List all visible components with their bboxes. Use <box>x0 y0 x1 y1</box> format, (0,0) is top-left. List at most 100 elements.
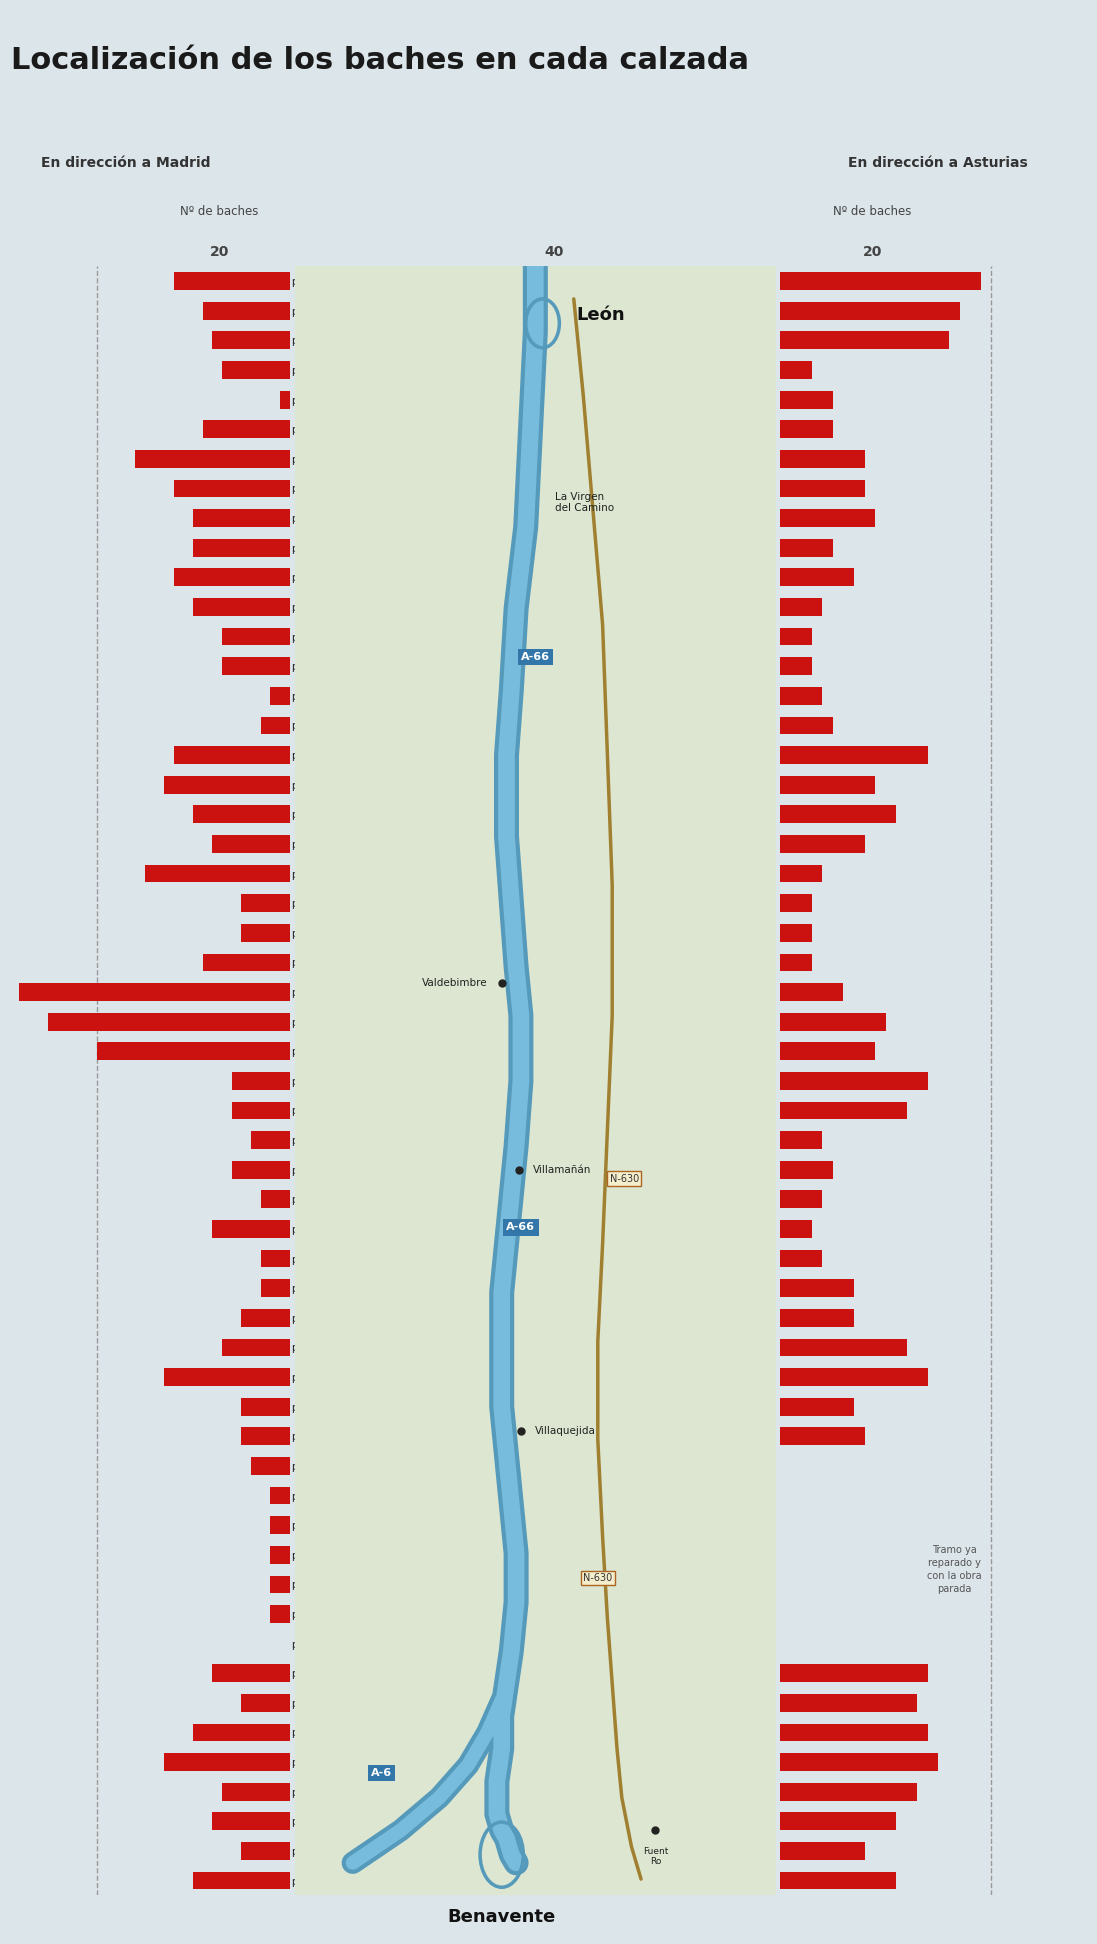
Bar <box>173 480 290 498</box>
Bar <box>241 1427 290 1444</box>
Bar <box>251 1131 290 1149</box>
Bar <box>780 1161 833 1178</box>
Bar <box>165 1753 290 1771</box>
Text: En dirección a Madrid: En dirección a Madrid <box>42 156 211 171</box>
Bar <box>780 628 812 645</box>
Bar <box>780 1013 885 1030</box>
Bar <box>780 1427 864 1444</box>
Text: 40: 40 <box>544 245 564 259</box>
Bar <box>193 1724 290 1742</box>
Bar <box>135 449 290 469</box>
Text: Fuent
Ro: Fuent Ro <box>643 1847 668 1866</box>
Bar <box>241 894 290 912</box>
Bar <box>780 1812 896 1829</box>
Bar <box>780 272 981 290</box>
Text: La Virgen
del Camino: La Virgen del Camino <box>555 492 613 513</box>
Bar <box>780 1042 875 1059</box>
Bar <box>261 1279 290 1297</box>
Bar <box>780 1693 917 1713</box>
Text: A-6: A-6 <box>371 1769 392 1779</box>
Bar <box>20 984 290 1001</box>
Bar <box>270 686 290 704</box>
Bar <box>780 776 875 793</box>
Bar <box>780 1308 853 1326</box>
Bar <box>780 480 864 498</box>
Bar <box>193 805 290 822</box>
Bar <box>780 1279 853 1297</box>
Text: Valdebimbre: Valdebimbre <box>421 978 487 988</box>
Bar <box>780 538 833 556</box>
Bar <box>780 391 833 408</box>
Bar <box>231 1102 290 1120</box>
Text: 20: 20 <box>862 245 882 259</box>
Bar <box>222 657 290 675</box>
Bar <box>780 746 928 764</box>
Bar <box>780 1664 928 1682</box>
Bar <box>780 1724 928 1742</box>
Bar <box>780 953 812 972</box>
Bar <box>241 1843 290 1860</box>
Bar <box>280 391 290 408</box>
Bar <box>780 865 823 883</box>
Bar <box>780 420 833 437</box>
Bar <box>251 1458 290 1475</box>
Bar <box>261 1250 290 1267</box>
Bar <box>780 332 949 350</box>
Bar <box>780 984 844 1001</box>
Bar <box>780 1753 939 1771</box>
Bar <box>145 865 290 883</box>
Text: 20: 20 <box>210 245 229 259</box>
Bar <box>780 1190 823 1209</box>
Text: León: León <box>576 307 625 325</box>
Bar <box>241 1693 290 1713</box>
Text: Tramo ya
reparado y
con la obra
parada: Tramo ya reparado y con la obra parada <box>927 1545 982 1594</box>
Bar <box>780 1131 823 1149</box>
Bar <box>780 657 812 675</box>
Bar <box>173 746 290 764</box>
Bar <box>270 1516 290 1534</box>
Bar <box>231 1161 290 1178</box>
Bar <box>193 538 290 556</box>
Bar <box>241 1308 290 1326</box>
Bar <box>780 599 823 616</box>
Bar <box>780 894 812 912</box>
Bar <box>270 1487 290 1505</box>
Bar <box>261 1190 290 1209</box>
Bar <box>193 599 290 616</box>
Bar <box>780 1872 896 1890</box>
Bar <box>222 1339 290 1357</box>
Bar <box>780 362 812 379</box>
Bar <box>270 1575 290 1594</box>
Bar <box>193 509 290 527</box>
Bar <box>780 568 853 587</box>
Bar <box>780 1783 917 1800</box>
Text: Nº de baches: Nº de baches <box>833 206 912 218</box>
Bar <box>780 836 864 853</box>
Bar <box>780 1369 928 1386</box>
Bar <box>780 449 864 469</box>
Bar <box>213 1221 290 1238</box>
Bar <box>222 362 290 379</box>
Bar <box>270 1545 290 1563</box>
Bar <box>165 776 290 793</box>
Bar <box>213 332 290 350</box>
Text: Villamañán: Villamañán <box>533 1166 591 1176</box>
Bar <box>780 1221 812 1238</box>
Bar <box>203 420 290 437</box>
Bar <box>780 805 896 822</box>
Bar <box>173 272 290 290</box>
Bar <box>780 509 875 527</box>
Bar <box>48 1013 290 1030</box>
Bar <box>97 1042 290 1059</box>
Bar <box>193 1872 290 1890</box>
Text: En dirección a Asturias: En dirección a Asturias <box>848 156 1028 171</box>
Bar <box>780 686 823 704</box>
Bar <box>213 836 290 853</box>
Text: N-630: N-630 <box>584 1573 612 1582</box>
Bar <box>165 1369 290 1386</box>
Text: Localización de los baches en cada calzada: Localización de los baches en cada calza… <box>11 47 749 76</box>
Bar <box>780 1071 928 1091</box>
Bar <box>222 1783 290 1800</box>
Bar <box>203 953 290 972</box>
Bar <box>780 301 960 319</box>
